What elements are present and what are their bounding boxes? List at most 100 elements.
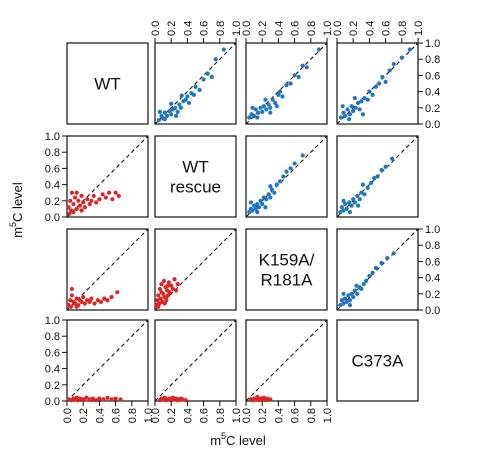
point-r3-c0-14 xyxy=(109,397,114,402)
point-r1-c2-15 xyxy=(274,182,279,187)
point-r2-c3-22 xyxy=(347,303,353,308)
point-r2-c3-12 xyxy=(359,286,364,292)
point-r0-c1-29 xyxy=(179,93,184,98)
point-r1-c2-0 xyxy=(247,210,252,215)
point-r0-c2-24 xyxy=(255,115,260,120)
point-r0-c3-9 xyxy=(357,107,362,112)
point-r2-c3-1 xyxy=(339,298,344,303)
point-r1-c0-25 xyxy=(74,190,79,195)
left-tick-label-r3-5: 1.0 xyxy=(45,315,60,327)
point-r0-c1-6 xyxy=(169,112,174,117)
reference-line-r1-c0 xyxy=(66,135,149,218)
point-r2-c0-20 xyxy=(109,294,114,300)
reference-line-r0-c1 xyxy=(154,42,237,125)
point-r3-c0-6 xyxy=(81,397,86,402)
point-r1-c0-22 xyxy=(113,190,118,195)
bottom-tick-label-c2-0: 0.0 xyxy=(241,408,253,423)
point-r1-c0-5 xyxy=(73,195,78,200)
point-r1-c0-23 xyxy=(116,193,121,199)
point-r2-c3-0 xyxy=(338,303,343,308)
point-r2-c0-19 xyxy=(105,298,110,303)
bottom-tick-label-c2-1: 0.2 xyxy=(257,408,269,423)
point-r1-c3-18 xyxy=(383,164,388,169)
point-r0-c3-0 xyxy=(338,115,344,120)
point-r0-c1-28 xyxy=(173,113,179,118)
bottom-tick-label-c0-0: 0.0 xyxy=(62,408,74,423)
point-r1-c0-3 xyxy=(69,190,74,195)
point-r0-c1-3 xyxy=(162,110,167,115)
point-r1-c0-27 xyxy=(79,208,84,213)
point-r0-c2-26 xyxy=(268,110,273,115)
point-r2-c3-14 xyxy=(364,278,369,283)
point-r1-c3-8 xyxy=(352,200,357,205)
top-tick-label-c3-0: 0.0 xyxy=(332,21,344,36)
point-r0-c3-13 xyxy=(367,89,372,94)
point-r0-c3-5 xyxy=(349,104,354,109)
point-r2-c0-21 xyxy=(115,290,120,295)
reference-line-r3-c2 xyxy=(245,319,328,402)
left-tick-label-r3-4: 0.8 xyxy=(45,331,60,343)
right-tick-label-r2-2: 0.4 xyxy=(425,273,440,285)
y-axis-title-rest: C level xyxy=(10,182,25,222)
point-r2-c1-22 xyxy=(156,304,161,309)
top-tick-label-c1-4: 0.8 xyxy=(215,21,227,36)
top-tick-label-c1-0: 0.0 xyxy=(150,21,162,36)
point-r1-c0-26 xyxy=(67,211,72,216)
point-r0-c2-5 xyxy=(258,105,263,110)
point-r0-c3-6 xyxy=(351,108,356,114)
reference-line-r1-c2 xyxy=(245,135,328,218)
right-tick-label-r0-4: 0.8 xyxy=(425,54,440,66)
left-tick-label-r3-3: 0.6 xyxy=(45,347,60,359)
point-r2-c3-7 xyxy=(349,291,354,296)
left-tick-label-r1-1: 0.2 xyxy=(45,196,60,208)
point-r2-c0-1 xyxy=(68,298,73,303)
point-r3-c0-16 xyxy=(118,397,123,402)
point-r1-c2-12 xyxy=(268,195,273,200)
axes-layer: 0.0 0.2 0.4 0.6 0.8 1.00.0 0.2 0.4 0.6 0.8 1.00.0 0… xyxy=(45,21,441,424)
point-r0-c3-26 xyxy=(360,112,366,117)
point-r2-c3-23 xyxy=(354,283,359,288)
top-tick-label-c2-2: 0.4 xyxy=(273,21,285,36)
point-r2-c3-16 xyxy=(370,270,375,275)
bottom-tick-label-c1-2: 0.4 xyxy=(182,408,194,423)
point-r1-c3-22 xyxy=(355,203,361,208)
point-r2-c0-17 xyxy=(98,299,104,304)
point-r1-c0-19 xyxy=(103,195,108,200)
point-r2-c3-6 xyxy=(347,298,353,303)
diagonal-label-2-line-1: R181A xyxy=(261,271,314,290)
point-r2-c3-15 xyxy=(367,273,372,279)
bottom-tick-label-c2-4: 0.8 xyxy=(306,408,318,423)
point-r0-c1-14 xyxy=(185,94,190,99)
point-r0-c3-17 xyxy=(380,74,385,80)
point-r1-c2-17 xyxy=(281,174,286,179)
point-r0-c2-13 xyxy=(276,92,281,97)
bottom-tick-label-c1-1: 0.2 xyxy=(166,408,178,423)
reference-line-r3-c0 xyxy=(66,319,149,402)
top-tick-label-c1-2: 0.4 xyxy=(182,21,194,36)
point-r1-c0-11 xyxy=(82,205,87,210)
point-r1-c2-11 xyxy=(266,192,271,197)
point-r3-c0-10 xyxy=(94,398,99,403)
point-r0-c1-17 xyxy=(191,92,196,97)
point-r1-c3-20 xyxy=(341,198,346,203)
top-tick-label-c1-5: 1.0 xyxy=(231,21,243,36)
point-r2-c0-10 xyxy=(81,294,86,300)
point-r3-c0-11 xyxy=(97,396,102,401)
right-tick-label-r2-1: 0.2 xyxy=(425,289,440,301)
bottom-tick-label-c2-5: 1.0 xyxy=(322,408,334,423)
point-r2-c3-13 xyxy=(361,281,366,287)
point-r1-c0-20 xyxy=(107,190,112,195)
point-r0-c3-12 xyxy=(365,97,370,102)
left-tick-label-r1-0: 0.0 xyxy=(45,212,60,224)
top-tick-label-c3-5: 1.0 xyxy=(413,21,425,36)
point-r1-c0-4 xyxy=(71,201,76,207)
reference-line-r2-c3 xyxy=(336,228,419,311)
point-r2-c0-15 xyxy=(92,301,97,306)
point-r2-c1-23 xyxy=(159,290,164,295)
point-r1-c0-6 xyxy=(74,206,79,211)
point-r0-c2-4 xyxy=(256,110,261,115)
point-r1-c0-14 xyxy=(89,198,94,203)
diagonal-label-1-line-0: WT xyxy=(182,158,208,177)
point-r0-c1-21 xyxy=(205,71,210,76)
